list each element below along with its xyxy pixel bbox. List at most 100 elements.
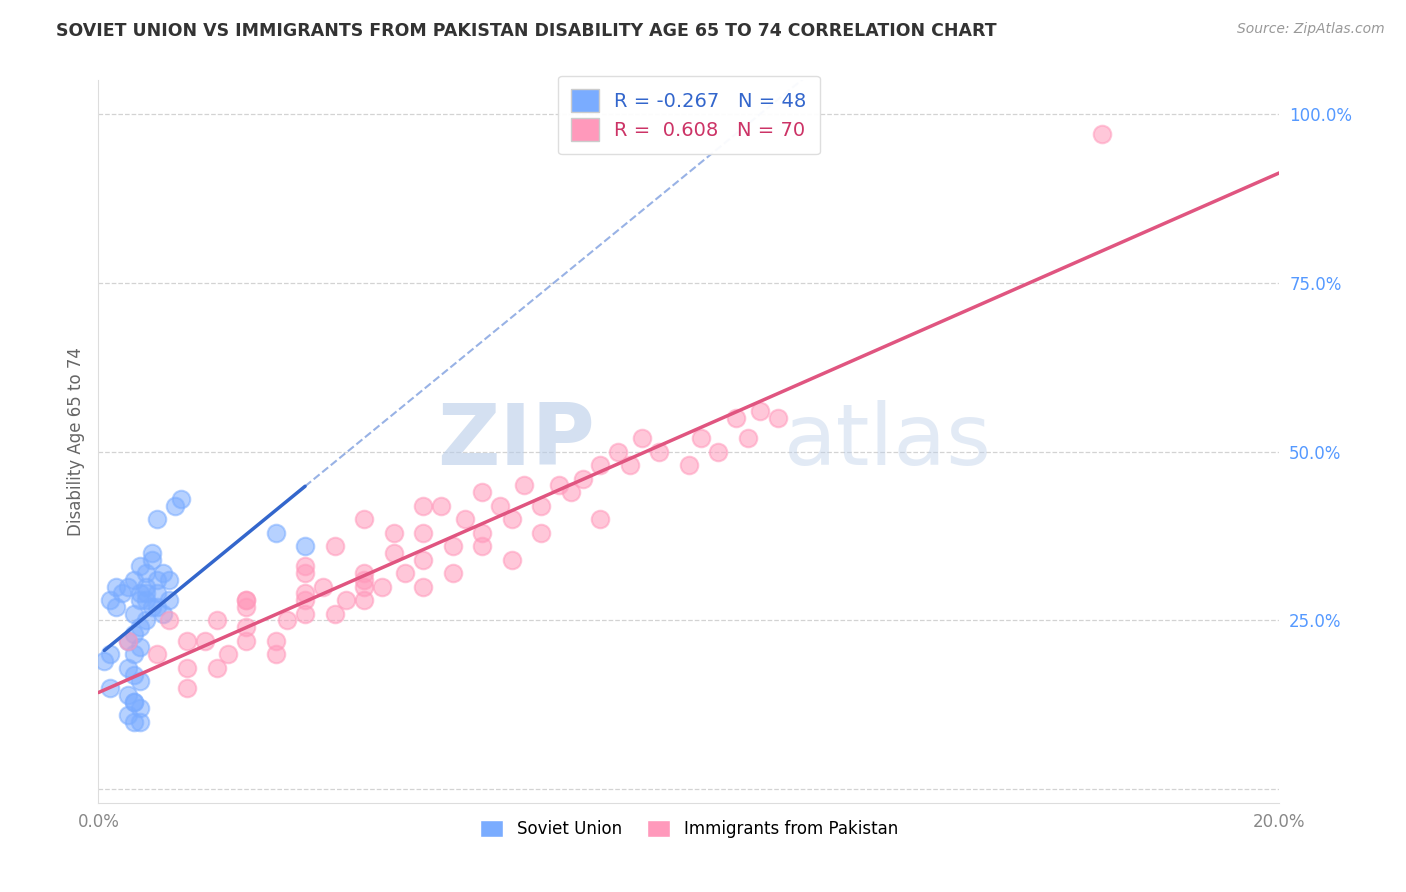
Point — [157, 573, 180, 587]
Point — [128, 593, 150, 607]
Point — [165, 499, 187, 513]
Point — [122, 694, 145, 708]
Point — [105, 580, 128, 594]
Point — [176, 681, 198, 695]
Legend: Soviet Union, Immigrants from Pakistan: Soviet Union, Immigrants from Pakistan — [474, 814, 904, 845]
Point — [128, 674, 150, 689]
Point — [98, 647, 121, 661]
Point — [412, 525, 434, 540]
Point — [294, 559, 316, 574]
Point — [146, 512, 169, 526]
Point — [294, 566, 316, 581]
Point — [294, 593, 316, 607]
Point — [117, 580, 139, 594]
Point — [394, 566, 416, 581]
Point — [98, 593, 121, 607]
Point — [170, 491, 193, 506]
Point — [707, 444, 730, 458]
Point — [146, 599, 169, 614]
Point — [205, 614, 228, 628]
Point — [117, 633, 139, 648]
Point — [725, 411, 748, 425]
Point — [353, 593, 375, 607]
Point — [111, 586, 134, 600]
Point — [128, 586, 150, 600]
Point — [353, 566, 375, 581]
Point — [412, 552, 434, 566]
Point — [560, 485, 582, 500]
Point — [98, 681, 121, 695]
Point — [471, 485, 494, 500]
Point — [135, 566, 157, 581]
Point — [453, 512, 475, 526]
Point — [335, 593, 357, 607]
Point — [117, 708, 139, 723]
Point — [548, 478, 571, 492]
Point — [589, 512, 612, 526]
Point — [294, 539, 316, 553]
Point — [128, 701, 150, 715]
Point — [264, 633, 287, 648]
Point — [530, 525, 553, 540]
Point — [530, 499, 553, 513]
Point — [141, 599, 163, 614]
Point — [128, 559, 150, 574]
Point — [489, 499, 512, 513]
Point — [146, 647, 169, 661]
Point — [141, 546, 163, 560]
Point — [264, 525, 287, 540]
Point — [176, 633, 198, 648]
Point — [235, 593, 257, 607]
Point — [176, 661, 198, 675]
Point — [122, 627, 145, 641]
Point — [589, 458, 612, 472]
Point — [353, 573, 375, 587]
Point — [141, 552, 163, 566]
Point — [371, 580, 394, 594]
Point — [607, 444, 630, 458]
Point — [382, 546, 405, 560]
Text: ZIP: ZIP — [437, 400, 595, 483]
Point — [512, 478, 534, 492]
Point — [689, 431, 711, 445]
Point — [294, 607, 316, 621]
Point — [205, 661, 228, 675]
Point — [128, 620, 150, 634]
Point — [501, 512, 523, 526]
Point — [571, 472, 593, 486]
Point — [471, 539, 494, 553]
Point — [471, 525, 494, 540]
Point — [276, 614, 298, 628]
Point — [128, 640, 150, 655]
Point — [412, 499, 434, 513]
Point — [235, 633, 257, 648]
Point — [1091, 128, 1114, 142]
Point — [146, 586, 169, 600]
Point — [157, 593, 180, 607]
Point — [122, 694, 145, 708]
Text: atlas: atlas — [783, 400, 991, 483]
Point — [135, 586, 157, 600]
Point — [157, 614, 180, 628]
Point — [152, 566, 174, 581]
Point — [122, 573, 145, 587]
Point — [122, 647, 145, 661]
Point — [430, 499, 453, 513]
Point — [135, 614, 157, 628]
Point — [93, 654, 115, 668]
Point — [235, 599, 257, 614]
Point — [630, 431, 652, 445]
Point — [501, 552, 523, 566]
Point — [117, 661, 139, 675]
Point — [152, 607, 174, 621]
Point — [294, 586, 316, 600]
Y-axis label: Disability Age 65 to 74: Disability Age 65 to 74 — [66, 347, 84, 536]
Point — [135, 580, 157, 594]
Text: SOVIET UNION VS IMMIGRANTS FROM PAKISTAN DISABILITY AGE 65 TO 74 CORRELATION CHA: SOVIET UNION VS IMMIGRANTS FROM PAKISTAN… — [56, 22, 997, 40]
Point — [122, 714, 145, 729]
Point — [122, 667, 145, 681]
Point — [382, 525, 405, 540]
Point — [441, 566, 464, 581]
Point — [117, 688, 139, 702]
Point — [235, 593, 257, 607]
